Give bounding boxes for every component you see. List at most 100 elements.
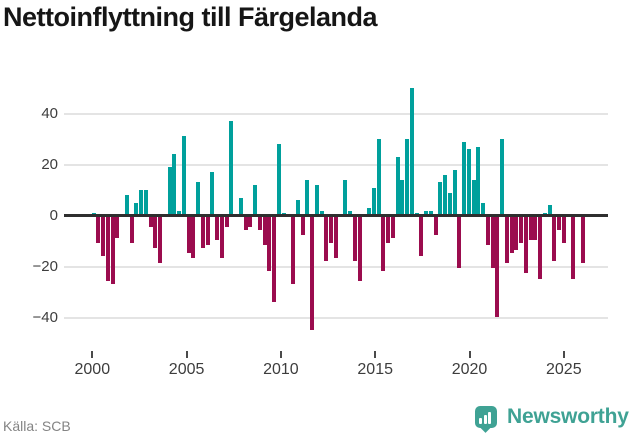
bar-negative [495,217,500,317]
x-axis-label: 2020 [451,361,488,378]
bar-negative [267,217,272,271]
bar-negative [186,217,191,253]
gridline [64,316,608,319]
bar-positive [134,202,139,216]
bar-positive [305,179,310,216]
bar-negative [386,217,391,243]
bar-negative [248,217,253,228]
bar-positive [295,200,300,216]
bar-positive [395,156,400,216]
bar-positive [196,182,201,216]
x-axis-label: 2025 [546,361,582,378]
bar-positive [238,197,243,216]
bar-negative [224,217,229,228]
bar-positive [428,210,433,216]
bar-negative [153,217,158,248]
bar-negative [509,217,514,253]
bar-negative [557,217,562,230]
bar-negative [205,217,210,246]
bar-negative [519,217,524,243]
y-axis-label: 20 [41,155,58,173]
y-axis-label: 40 [41,104,58,122]
bar-positive [367,208,372,216]
bar-negative [219,217,224,259]
newsworthy-logo[interactable]: Newsworthy [475,403,631,435]
bar-positive [500,139,505,216]
bar-positive [481,202,486,216]
bar-positive [124,195,129,216]
bar-negative [105,217,110,282]
bar-negative [457,217,462,269]
x-axis-label: 2015 [357,361,393,378]
bar-negative [310,217,315,330]
x-axis-tick [562,351,565,358]
bar-positive [229,121,234,216]
x-axis-tick [279,351,282,358]
bar-negative [191,217,196,259]
bar-negative [200,217,205,248]
bar-negative [300,217,305,236]
bar-positive [547,205,552,216]
bar-positive [143,190,148,216]
bar-negative [538,217,543,279]
bar-negative [528,217,533,241]
bar-negative [329,217,334,243]
bar-negative [490,217,495,269]
bar-negative [272,217,277,302]
bar-negative [148,217,153,228]
bar-negative [96,217,101,243]
bar-negative [129,217,134,243]
x-axis-label: 2000 [74,361,111,378]
bar-positive [348,210,353,216]
bar-positive [447,192,452,216]
bar-positive [476,146,481,216]
bar-positive [172,154,177,216]
bar-positive [471,179,476,216]
bar-negative [419,217,424,256]
x-axis-tick [374,351,377,358]
bar-positive [167,167,172,216]
bar-positive [452,169,457,216]
bar-negative [158,217,163,264]
bar-negative [115,217,120,238]
bar-positive [424,210,429,216]
bar-positive [371,187,376,216]
bar-negative [514,217,519,251]
bar-negative [262,217,267,246]
x-axis-tick [468,351,471,358]
bar-negative [215,217,220,241]
bar-negative [552,217,557,261]
bar-negative [324,217,329,261]
x-axis-tick [185,351,188,358]
brand-name: Newsworthy [507,405,629,428]
zero-axis-line [64,214,608,217]
bar-negative [433,217,438,236]
bar-positive [376,139,381,216]
bar-positive [139,190,144,216]
bar-positive [462,141,467,216]
bar-negative [357,217,362,282]
bar-negative [571,217,576,279]
bar-negative [257,217,262,230]
gridline [64,112,608,115]
bar-negative [390,217,395,238]
bar-negative [533,217,538,241]
y-axis-label: −20 [32,257,58,275]
gridline [64,265,608,268]
bar-negative [352,217,357,261]
source-label: Källa: SCB [3,418,71,434]
bar-positive [314,185,319,216]
chart-title: Nettoinflyttning till Färgelanda [3,2,378,32]
bar-negative [110,217,115,284]
x-axis-label: 2005 [168,361,205,378]
bar-positive [443,174,448,216]
y-axis-label: 0 [49,206,58,224]
bar-positive [438,182,443,216]
bar-positive [400,179,405,216]
x-axis-label: 2010 [263,361,299,378]
bar-positive [343,179,348,216]
bar-positive [210,172,215,216]
bar-positive [405,139,410,216]
bar-positive [319,210,324,216]
bar-negative [523,217,528,274]
